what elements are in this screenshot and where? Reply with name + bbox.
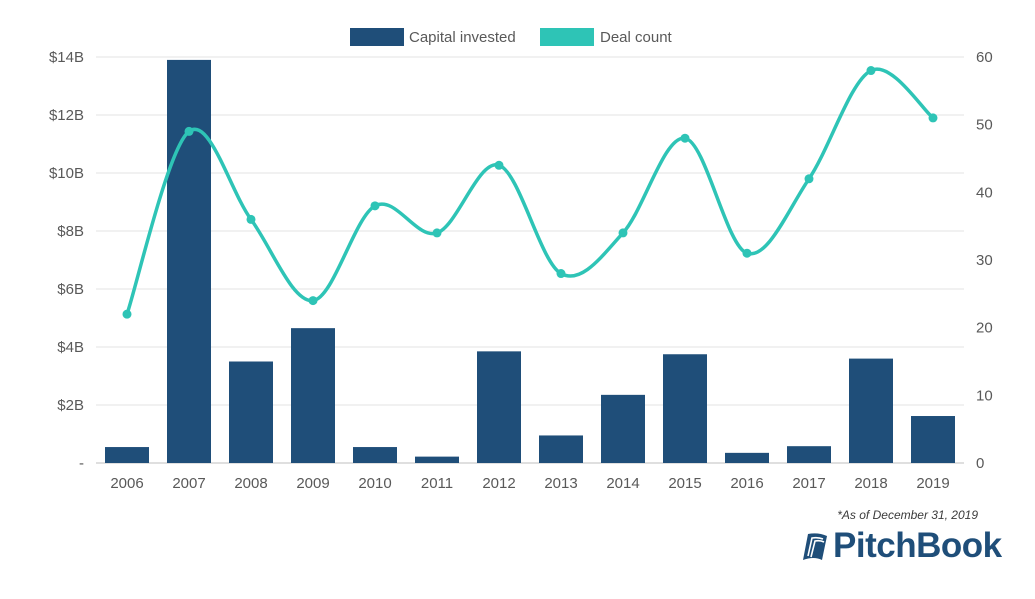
line-point xyxy=(928,113,938,123)
bar-series-capital-invested xyxy=(105,59,955,464)
line-point xyxy=(308,296,318,306)
line-series-deal-count xyxy=(122,66,938,319)
bar xyxy=(477,351,521,463)
x-tick-label: 2018 xyxy=(854,475,887,492)
bar xyxy=(229,361,273,463)
line-point xyxy=(432,228,442,238)
x-tick-label: 2019 xyxy=(916,475,949,492)
legend-swatch-deal-count xyxy=(540,28,594,46)
y-right-tick-label: 0 xyxy=(976,455,984,472)
line-point xyxy=(804,174,814,184)
y-left-tick-label: $6B xyxy=(57,281,84,298)
y-axis-left: - $2B $4B $6B $8B $10B $12B $14B xyxy=(49,49,84,472)
bar xyxy=(787,446,831,463)
legend-label-deal-count: Deal count xyxy=(600,29,673,46)
x-tick-label: 2008 xyxy=(234,475,267,492)
y-left-tick-label: $10B xyxy=(49,165,84,182)
y-axis-right: 0 10 20 30 40 50 60 xyxy=(976,49,993,472)
line-point xyxy=(184,126,194,136)
bar xyxy=(105,447,149,463)
line-point xyxy=(866,66,876,76)
x-tick-label: 2010 xyxy=(358,475,391,492)
line-point xyxy=(680,133,690,143)
pitchbook-logo-icon xyxy=(803,533,827,560)
line-point xyxy=(370,201,380,211)
bar xyxy=(291,328,335,463)
line-point xyxy=(246,214,256,224)
bar xyxy=(167,59,211,464)
bar xyxy=(353,447,397,463)
line-point xyxy=(494,160,504,170)
y-right-tick-label: 60 xyxy=(976,49,993,66)
y-right-tick-label: 30 xyxy=(976,252,993,269)
line-point xyxy=(618,228,628,238)
x-tick-label: 2017 xyxy=(792,475,825,492)
y-left-tick-label: $4B xyxy=(57,339,84,356)
y-left-tick-label: $2B xyxy=(57,397,84,414)
legend-swatch-capital-invested xyxy=(350,28,404,46)
y-left-tick-label: $14B xyxy=(49,49,84,66)
bar xyxy=(601,394,645,463)
y-left-tick-label: $8B xyxy=(57,223,84,240)
x-tick-label: 2007 xyxy=(172,475,205,492)
bar xyxy=(415,456,459,463)
x-tick-label: 2009 xyxy=(296,475,329,492)
legend: Capital invested Deal count xyxy=(350,28,673,46)
y-right-tick-label: 50 xyxy=(976,117,993,134)
y-right-tick-label: 10 xyxy=(976,387,993,404)
x-tick-label: 2013 xyxy=(544,475,577,492)
bar xyxy=(725,452,769,463)
x-tick-label: 2006 xyxy=(110,475,143,492)
pitchbook-logo: PitchBook xyxy=(800,526,1002,566)
x-tick-label: 2015 xyxy=(668,475,701,492)
y-left-tick-label: - xyxy=(79,455,84,472)
x-axis: 2006 2007 2008 2009 2010 2011 2012 2013 2014 2015… xyxy=(110,475,949,492)
line-point xyxy=(742,248,752,258)
line-point xyxy=(556,269,566,279)
x-tick-label: 2012 xyxy=(482,475,515,492)
bar xyxy=(539,435,583,463)
line-point xyxy=(122,309,132,319)
bar xyxy=(663,354,707,463)
legend-label-capital-invested: Capital invested xyxy=(409,29,516,46)
gridlines xyxy=(96,56,964,464)
deal-count-line xyxy=(125,67,935,315)
y-right-tick-label: 40 xyxy=(976,184,993,201)
x-tick-label: 2011 xyxy=(421,475,453,492)
y-left-tick-label: $12B xyxy=(49,107,84,124)
footnote: *As of December 31, 2019 xyxy=(837,508,978,522)
x-tick-label: 2014 xyxy=(606,475,639,492)
brand-name: PitchBook xyxy=(833,526,1002,565)
y-right-tick-label: 20 xyxy=(976,320,993,337)
bar xyxy=(849,358,893,463)
bar xyxy=(911,416,955,463)
x-tick-label: 2016 xyxy=(730,475,763,492)
